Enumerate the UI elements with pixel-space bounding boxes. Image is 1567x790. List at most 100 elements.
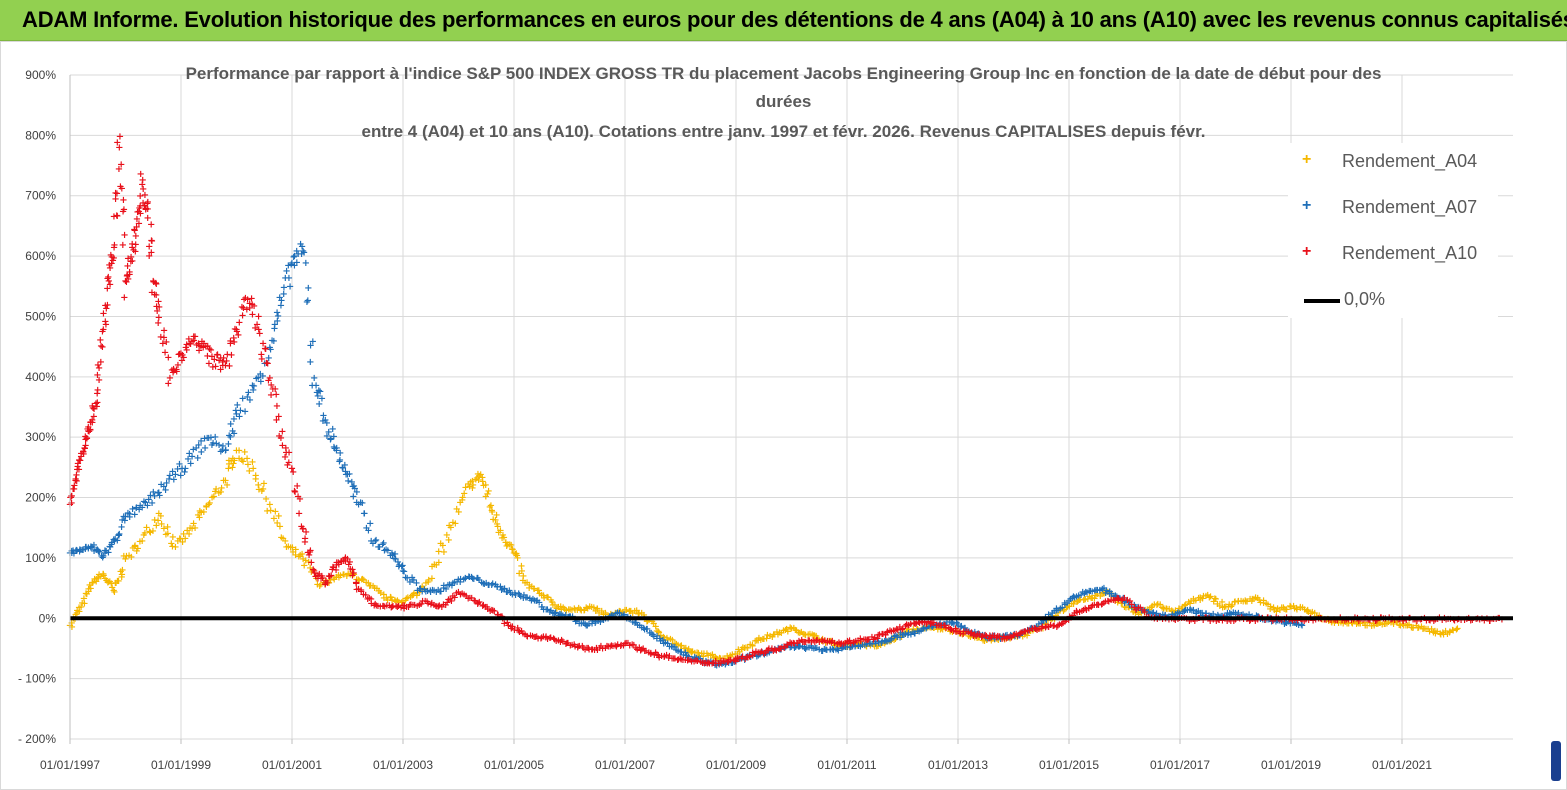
data-point: + [173, 464, 181, 475]
data-point: + [146, 527, 154, 538]
x-tick-label: 01/01/2017 [1150, 758, 1210, 772]
data-point: + [123, 270, 131, 281]
data-point: + [1439, 630, 1447, 641]
data-point: + [315, 569, 323, 580]
data-point: + [68, 548, 76, 559]
data-point: + [133, 207, 141, 218]
data-point: + [721, 658, 729, 669]
data-point: + [281, 536, 289, 547]
data-point: + [1031, 624, 1039, 635]
data-point: + [815, 635, 823, 646]
data-point: + [673, 655, 681, 666]
data-point: + [723, 657, 731, 668]
data-point: + [557, 601, 565, 612]
data-point: + [149, 487, 157, 498]
data-point: + [77, 449, 85, 460]
data-point: + [690, 656, 698, 667]
data-point: + [309, 566, 317, 577]
data-point: + [1175, 608, 1183, 619]
data-point: + [226, 336, 234, 347]
data-point: + [1135, 609, 1143, 620]
data-point: + [189, 444, 197, 455]
data-point: + [80, 594, 88, 605]
data-point: + [68, 491, 76, 502]
data-point: + [609, 610, 617, 621]
data-point: + [817, 636, 825, 647]
data-point: + [159, 339, 167, 350]
data-point: + [781, 642, 789, 653]
data-point: + [851, 641, 859, 652]
data-point: + [1250, 594, 1258, 605]
data-point: + [1361, 620, 1369, 631]
data-point: + [93, 370, 101, 381]
data-point: + [108, 252, 116, 263]
data-point: + [851, 641, 859, 652]
data-point: + [406, 592, 414, 603]
data-point: + [1171, 605, 1179, 616]
data-point: + [1202, 608, 1210, 619]
data-point: + [234, 330, 242, 341]
scroll-handle[interactable] [1551, 741, 1561, 781]
data-point: + [169, 532, 177, 543]
data-point: + [1124, 602, 1132, 613]
legend-item-a04: + Rendement_A04 [1288, 149, 1498, 175]
data-point: + [851, 639, 859, 650]
data-point: + [1098, 584, 1106, 595]
data-point: + [550, 634, 558, 645]
data-point: + [464, 593, 472, 604]
data-point: + [996, 632, 1004, 643]
data-point: + [245, 466, 253, 477]
data-point: + [330, 442, 338, 453]
data-point: + [1424, 624, 1432, 635]
data-point: + [548, 597, 556, 608]
data-point: + [240, 294, 248, 305]
data-point: + [195, 512, 203, 523]
data-point: + [1091, 586, 1099, 597]
data-point: + [573, 616, 581, 627]
data-point: + [904, 626, 912, 637]
data-point: + [896, 630, 904, 641]
data-point: + [67, 618, 75, 629]
data-point: + [1181, 599, 1189, 610]
data-point: + [250, 301, 258, 312]
data-point: + [694, 648, 702, 659]
data-point: + [170, 474, 178, 485]
data-point: + [803, 643, 811, 654]
data-point: + [920, 623, 928, 634]
data-point: + [1156, 600, 1164, 611]
data-point: + [711, 656, 719, 667]
data-point: + [277, 532, 285, 543]
data-point: + [154, 297, 162, 308]
data-point: + [94, 385, 102, 396]
data-point: + [592, 643, 600, 654]
data-point: + [208, 351, 216, 362]
data-point: + [758, 647, 766, 658]
data-point: + [919, 624, 927, 635]
data-point: + [688, 646, 696, 657]
data-point: + [278, 441, 286, 452]
data-point: + [674, 646, 682, 657]
data-point: + [947, 618, 955, 629]
data-point: + [1261, 615, 1269, 626]
data-point: + [1190, 596, 1198, 607]
data-point: + [665, 651, 673, 662]
data-point: + [671, 638, 679, 649]
data-point: + [493, 582, 501, 593]
data-point: + [247, 293, 255, 304]
data-point: + [1110, 591, 1118, 602]
data-point: + [388, 602, 396, 613]
data-point: + [577, 606, 585, 617]
data-point: + [715, 660, 723, 671]
data-point: + [725, 655, 733, 666]
data-point: + [439, 541, 447, 552]
data-point: + [679, 655, 687, 666]
data-point: + [1062, 603, 1070, 614]
data-point: + [152, 290, 160, 301]
data-point: + [588, 644, 596, 655]
data-point: + [1020, 626, 1028, 637]
data-point: + [109, 585, 117, 596]
data-point: + [367, 599, 375, 610]
data-point: + [169, 367, 177, 378]
data-point: + [687, 647, 695, 658]
data-point: + [1389, 619, 1397, 630]
